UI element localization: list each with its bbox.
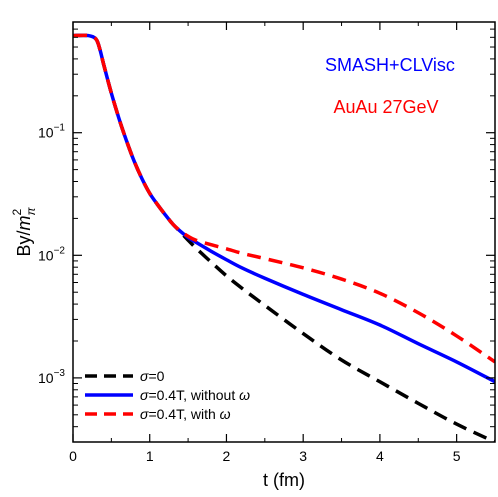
legend: σ=0 σ=0.4T, without ω σ=0.4T, with ω (85, 368, 250, 422)
series-layer (73, 33, 495, 442)
series-with-omega-line (73, 33, 495, 364)
legend-text-1: =0.4T, without (148, 387, 239, 403)
x-tick-label: 1 (146, 448, 154, 464)
x-tick-label: 0 (69, 448, 77, 464)
annotation-model: SMASH+CLVisc (325, 55, 455, 75)
y-axis-title-math: m (14, 216, 34, 231)
y-axis-title-sub: π (24, 207, 38, 216)
legend-sigma-symbol-1: σ (140, 387, 149, 403)
x-axis-title: t (fm) (263, 470, 305, 490)
legend-text-0: =0 (148, 368, 164, 384)
x-tick-label: 4 (376, 448, 384, 464)
x-tick-label: 3 (299, 448, 307, 464)
y-tick-label: 10−1 (38, 123, 65, 141)
legend-text-2: =0.4T, with (148, 406, 219, 422)
legend-label-without-omega: σ=0.4T, without ω (140, 387, 250, 403)
y-axis-title-text: By/ (14, 231, 34, 257)
legend-omega-symbol-2: ω (220, 406, 231, 422)
plot-frame (72, 21, 496, 443)
annotation-system: AuAu 27GeV (333, 97, 438, 117)
y-axis-title: By/mπ2 (10, 207, 38, 257)
label-layer: 0 1 2 3 4 5 10−3 10−2 10−1 (38, 123, 461, 464)
tick-layer (72, 21, 495, 443)
y-tick-label: 10−3 (38, 368, 65, 386)
y-axis-title-sup: 2 (10, 208, 24, 215)
legend-label-with-omega: σ=0.4T, with ω (140, 406, 231, 422)
x-tick-label: 5 (453, 448, 461, 464)
y-tick-label: 10−2 (38, 245, 65, 263)
x-tick-label: 2 (223, 448, 231, 464)
legend-omega-symbol-1: ω (239, 387, 250, 403)
legend-sigma-symbol-0: σ (140, 368, 149, 384)
legend-label-sigma0: σ=0 (140, 368, 165, 384)
legend-sigma-symbol-2: σ (140, 406, 149, 422)
